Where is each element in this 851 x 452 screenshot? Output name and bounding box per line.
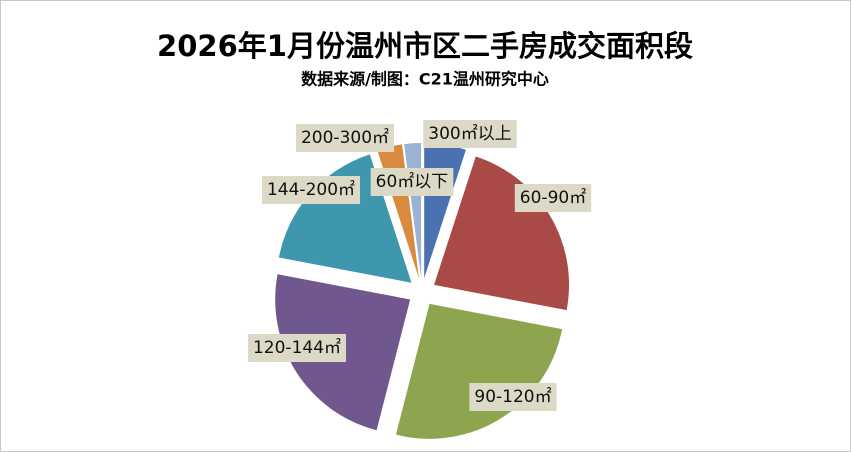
label-box [469, 383, 557, 411]
slice-label: 200-300㎡ [301, 128, 389, 148]
label-box [423, 120, 517, 148]
labels: 60㎡以下 60-90㎡ 90-120㎡ 120-144㎡ 144-200㎡ 200-30… [247, 120, 592, 411]
pie-slice [395, 303, 563, 439]
slice-label: 144-200㎡ [267, 180, 355, 200]
pie-slice [434, 156, 570, 311]
label-box [247, 334, 347, 362]
slice-label: 60-90㎡ [520, 188, 586, 208]
label-box [370, 168, 454, 196]
chart-title: 2026年1月份温州市区二手房成交面积段 [157, 29, 693, 63]
label-box [514, 184, 592, 212]
slice-label: 300㎡以上 [428, 124, 511, 144]
chart-subtitle: 数据来源/制图：C21温州研究中心 [301, 70, 549, 89]
label-box [261, 176, 361, 204]
slice-label: 120-144㎡ [253, 338, 341, 358]
label-box [295, 124, 395, 152]
slice-label: 90-120㎡ [474, 387, 551, 407]
slice-label: 60㎡以下 [376, 172, 449, 192]
